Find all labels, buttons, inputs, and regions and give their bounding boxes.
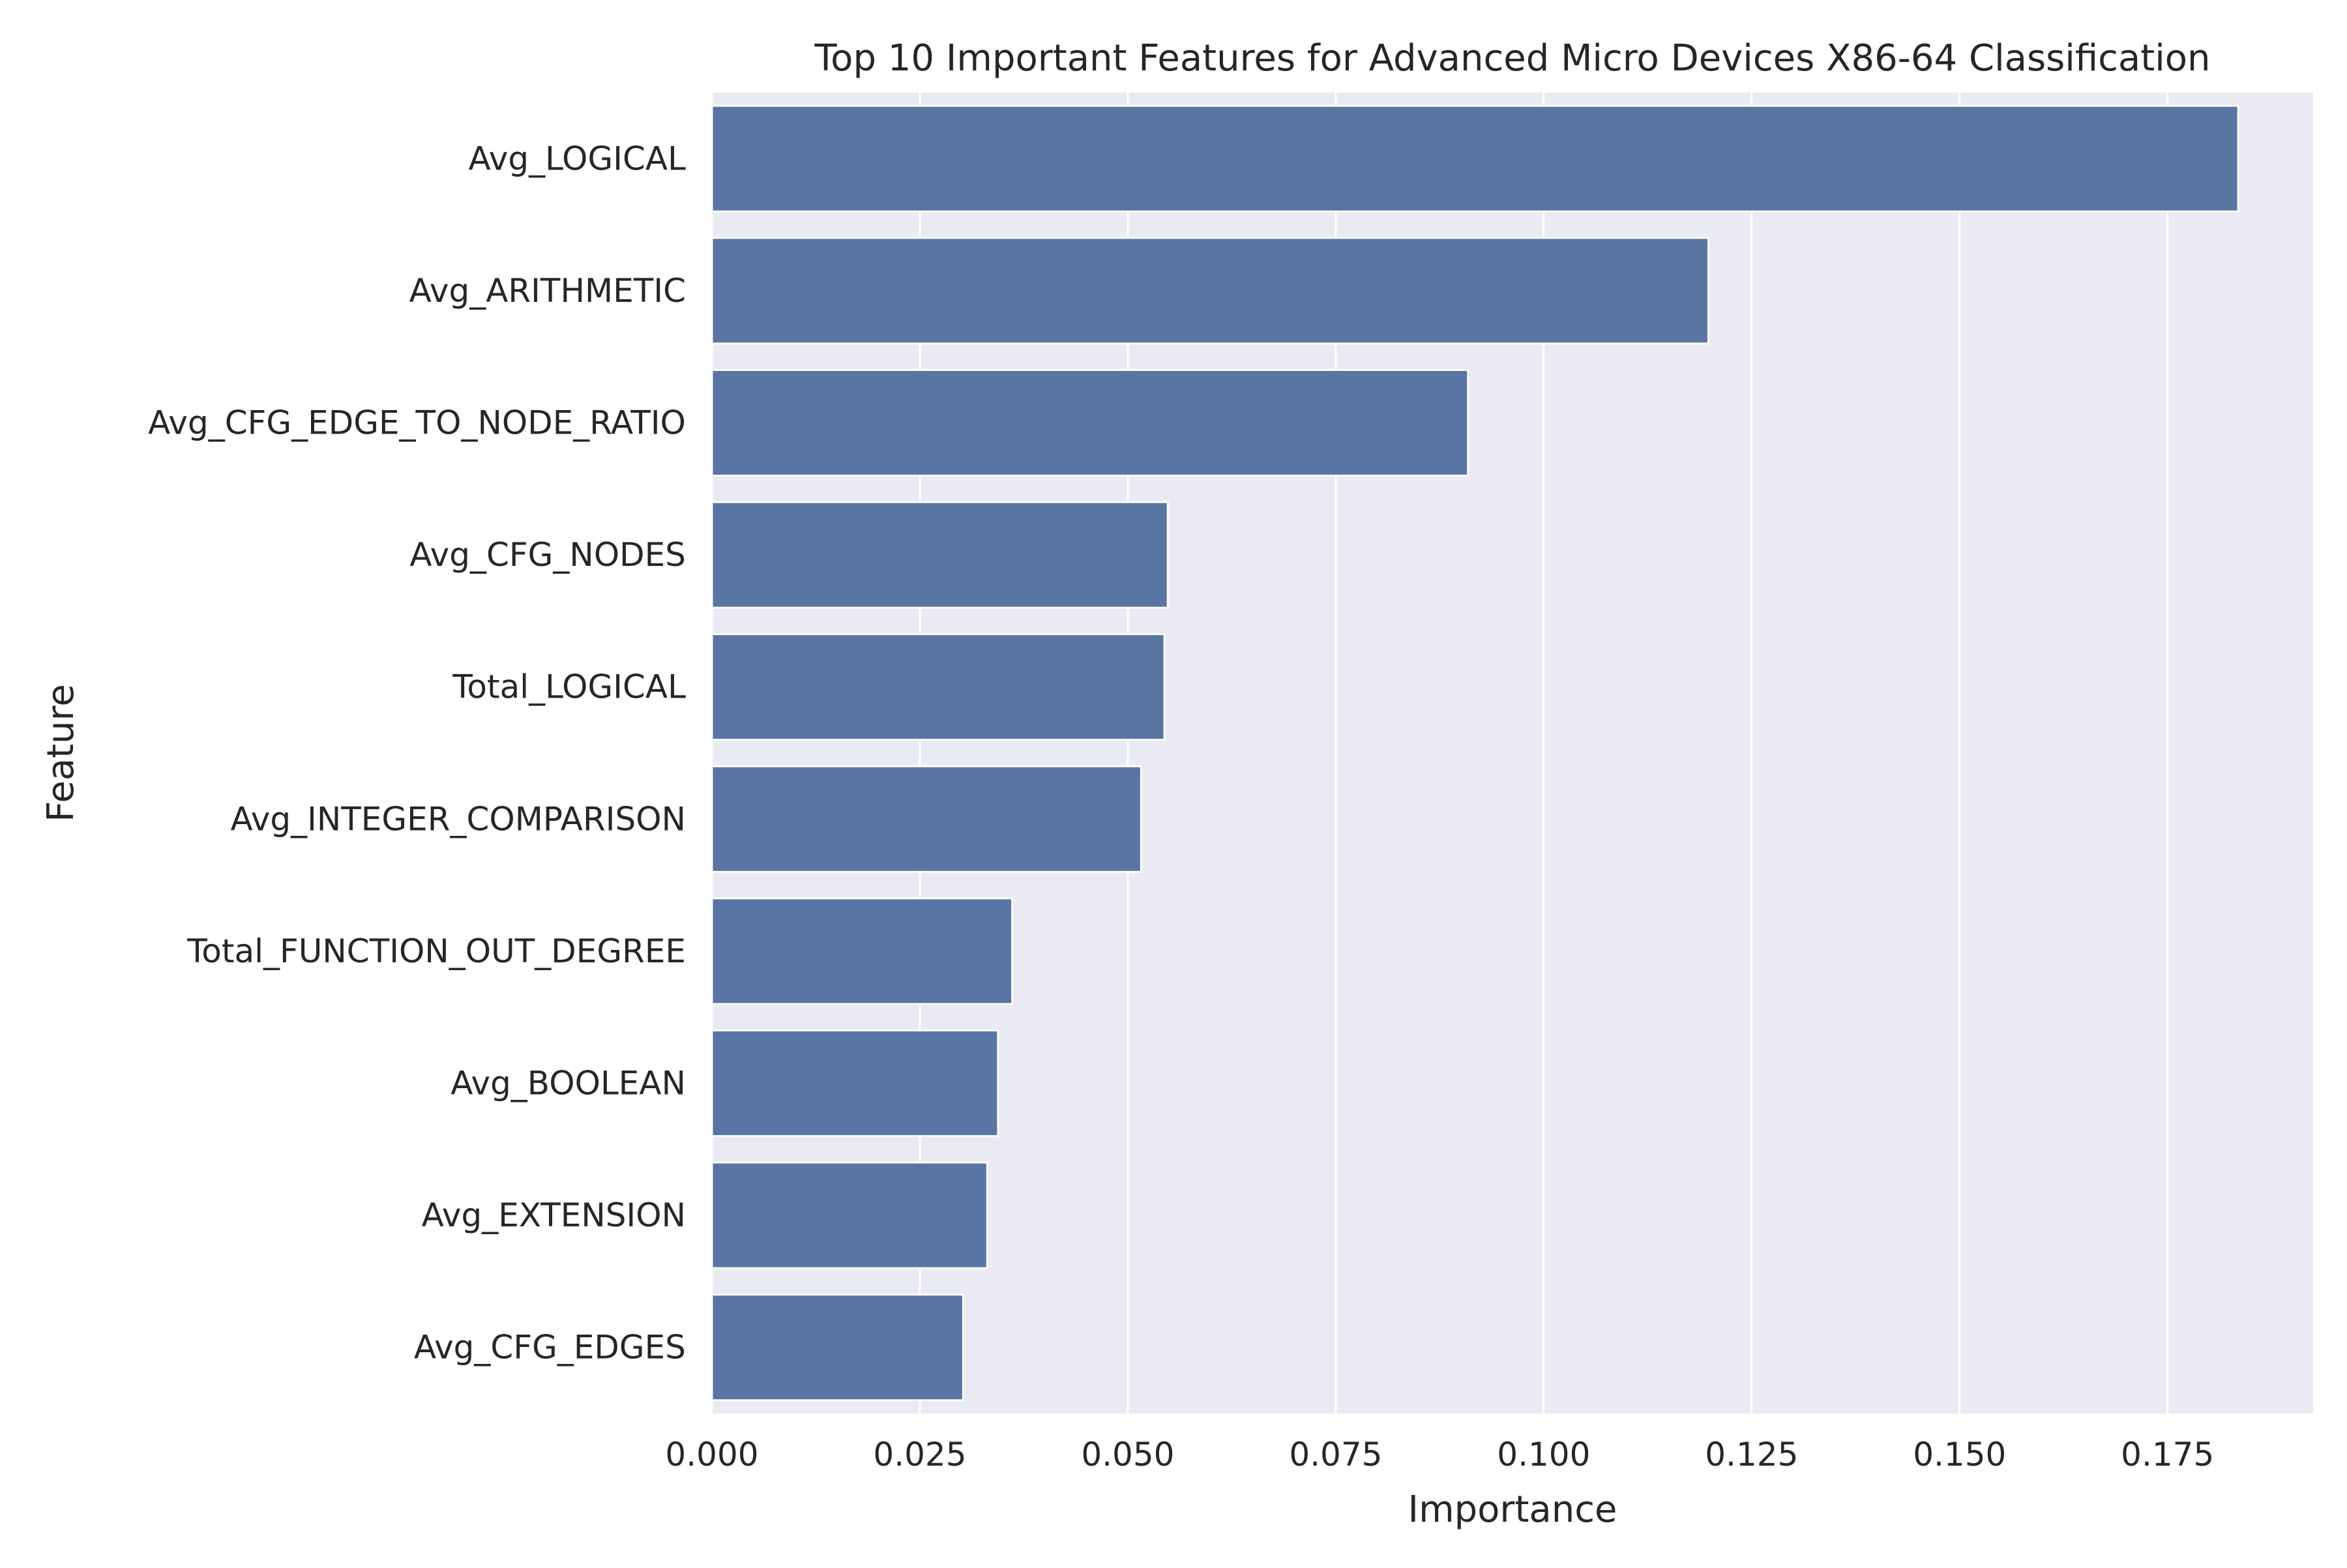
x-tick-label: 0.100: [1497, 1436, 1590, 1473]
bar: [711, 765, 1142, 873]
x-tick-label: 0.150: [1913, 1436, 2006, 1473]
y-tick-labels: Avg_LOGICAL Avg_ARITHMETIC Avg_CFG_EDGE_TO…: [148, 140, 686, 1366]
y-tick-label: Avg_CFG_EDGES: [414, 1329, 686, 1367]
y-tick-label: Avg_EXTENSION: [422, 1196, 686, 1234]
y-tick-label: Avg_BOOLEAN: [450, 1065, 686, 1102]
x-tick-label: 0.050: [1081, 1436, 1174, 1473]
bar: [711, 237, 1709, 345]
x-tick-labels: 0.000 0.025 0.050 0.075 0.100 0.125 0.150 0.175: [665, 1436, 2214, 1473]
y-axis-label: Feature: [40, 684, 82, 822]
x-tick-label: 0.025: [873, 1436, 966, 1473]
y-tick-label: Avg_CFG_NODES: [409, 536, 686, 574]
bar: [711, 104, 2239, 213]
bar: [711, 633, 1166, 741]
y-tick-label: Avg_LOGICAL: [469, 140, 686, 177]
x-axis-label: Importance: [1408, 1488, 1617, 1531]
bar: [711, 1294, 964, 1402]
x-tick-label: 0.000: [665, 1436, 758, 1473]
y-tick-label: Avg_CFG_EDGE_TO_NODE_RATIO: [148, 404, 686, 442]
x-tick-label: 0.125: [1705, 1436, 1798, 1473]
bar: [711, 1029, 999, 1138]
bar: [711, 1161, 988, 1269]
x-tick-label: 0.075: [1289, 1436, 1382, 1473]
bar: [711, 897, 1014, 1005]
y-tick-label: Avg_INTEGER_COMPARISON: [230, 800, 686, 838]
y-tick-label: Total_FUNCTION_OUT_DEGREE: [186, 932, 686, 970]
bar: [711, 501, 1169, 609]
bar: [711, 368, 1469, 477]
y-tick-label: Avg_ARITHMETIC: [409, 272, 686, 310]
y-tick-label: Total_LOGICAL: [452, 668, 686, 706]
bars: [711, 104, 2239, 1402]
x-tick-label: 0.175: [2121, 1436, 2214, 1473]
chart-title: Top 10 Important Features for Advanced M…: [814, 37, 2210, 80]
